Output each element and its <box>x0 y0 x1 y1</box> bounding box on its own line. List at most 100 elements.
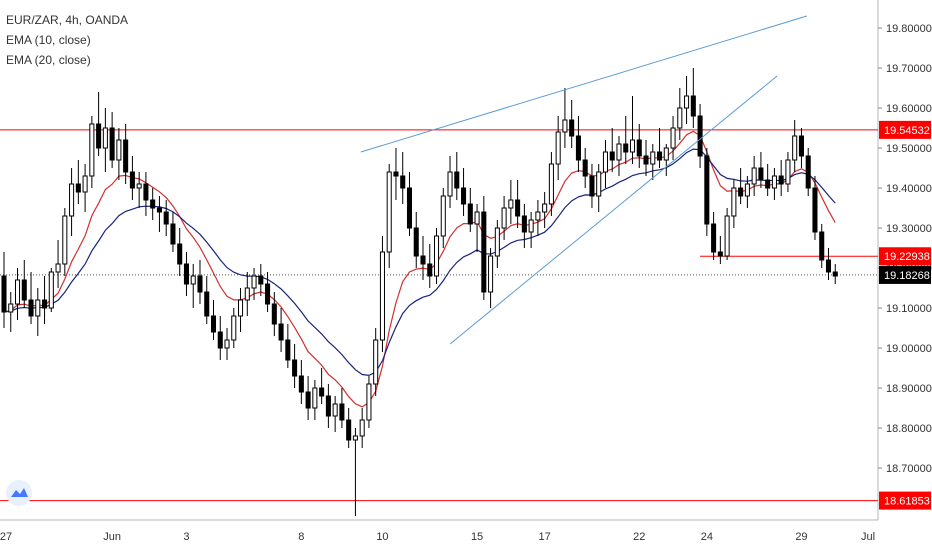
candle-body <box>792 135 798 161</box>
candle-body <box>657 151 663 161</box>
candle-body <box>447 171 453 197</box>
candle-body <box>366 383 372 421</box>
candle-body <box>609 151 615 161</box>
candle-body <box>488 255 494 293</box>
candle-body <box>210 315 217 333</box>
candle-body <box>724 215 730 257</box>
candle-body <box>548 163 554 205</box>
x-tick-label: 27 <box>0 531 12 543</box>
candle-body <box>21 279 27 301</box>
ema-line-20 <box>3 148 836 377</box>
candle-body <box>136 183 142 189</box>
candle-body <box>427 263 433 277</box>
candle-body <box>494 227 500 257</box>
candle-body <box>731 187 737 217</box>
x-tick-label: Jun <box>103 531 121 543</box>
candle-body <box>778 175 784 185</box>
candle-body <box>231 315 237 341</box>
candle-body <box>69 183 75 217</box>
y-tick-label: 18.90000 <box>886 383 932 395</box>
trendline <box>360 15 808 153</box>
candle-body <box>75 183 81 193</box>
candle-body <box>542 203 548 213</box>
candle-body <box>393 171 399 177</box>
candle-body <box>758 167 764 181</box>
candle-body <box>650 151 656 165</box>
y-tick-label: 18.70000 <box>886 463 932 475</box>
y-tick-label: 18.80000 <box>886 423 932 435</box>
candle-body <box>325 395 331 417</box>
candle-body <box>697 115 703 157</box>
candle-body <box>704 155 710 225</box>
candle-body <box>48 271 54 309</box>
x-tick-label: 24 <box>701 531 713 543</box>
tradingview-logo-icon[interactable] <box>6 480 32 506</box>
candle-body <box>204 291 210 317</box>
y-tick-label: 19.30000 <box>886 223 932 235</box>
candle-body <box>825 259 832 273</box>
candle-body <box>386 171 392 253</box>
candle-body <box>481 211 487 293</box>
candle-body <box>535 211 541 221</box>
candle-body <box>373 339 379 385</box>
candle-body <box>224 339 230 349</box>
candle-body <box>744 183 750 197</box>
candle-body <box>433 235 440 277</box>
candle-body <box>183 263 189 285</box>
candle-body <box>150 199 156 209</box>
candle-body <box>643 155 649 165</box>
y-tick-label: 19.80000 <box>886 23 932 35</box>
candle-body <box>515 199 521 217</box>
candle-body <box>474 211 480 225</box>
x-tick-label: 3 <box>183 531 189 543</box>
legend-symbol: EUR/ZAR, 4h, OANDA <box>6 13 129 27</box>
candle-body <box>190 275 196 285</box>
x-tick-label: Jul <box>861 531 875 543</box>
last-price-tag <box>879 265 931 284</box>
y-tick-label: 19.70000 <box>886 63 932 75</box>
candle-body <box>555 131 561 165</box>
price-level-label: 19.54532 <box>884 125 930 137</box>
chart-legend: EUR/ZAR, 4h, OANDA EMA (10, close) EMA (… <box>6 10 128 70</box>
candle-body <box>346 419 352 441</box>
y-tick-label: 19.10000 <box>886 303 932 315</box>
candle-body <box>217 331 223 349</box>
price-level-tag <box>879 491 931 510</box>
candle-body <box>332 403 338 417</box>
candle-body <box>312 387 318 409</box>
candle-body <box>629 139 636 153</box>
candle-body <box>28 299 34 317</box>
candle-body <box>102 127 108 149</box>
candle-body <box>785 159 791 185</box>
x-tick-label: 17 <box>539 531 551 543</box>
ema-line-10 <box>3 130 836 408</box>
candle-body <box>109 127 115 161</box>
price-level-tag <box>879 120 931 139</box>
candle-body <box>96 123 102 149</box>
candle-body <box>89 123 95 177</box>
trendline <box>449 75 778 345</box>
candle-body <box>8 303 14 313</box>
candle-body <box>832 271 838 277</box>
candle-body <box>663 147 669 161</box>
candle-body <box>244 287 250 301</box>
candle-body <box>623 143 629 153</box>
y-tick-label: 19.40000 <box>886 183 932 195</box>
last-price-label: 19.18268 <box>884 270 930 282</box>
candle-body <box>812 187 818 233</box>
price-level-label: 19.22938 <box>884 251 930 263</box>
candle-body <box>461 187 467 205</box>
y-tick-label: 19.00000 <box>886 343 932 355</box>
candle-body <box>670 127 676 149</box>
candle-body <box>596 171 602 197</box>
price-level-tag <box>879 247 931 266</box>
candle-body <box>798 135 804 157</box>
candle-body <box>582 159 588 177</box>
candle-body <box>339 403 345 421</box>
candle-body <box>352 435 358 441</box>
candle-body <box>177 243 183 265</box>
candle-body <box>420 255 426 265</box>
candle-body <box>251 275 257 289</box>
candle-body <box>454 171 460 189</box>
